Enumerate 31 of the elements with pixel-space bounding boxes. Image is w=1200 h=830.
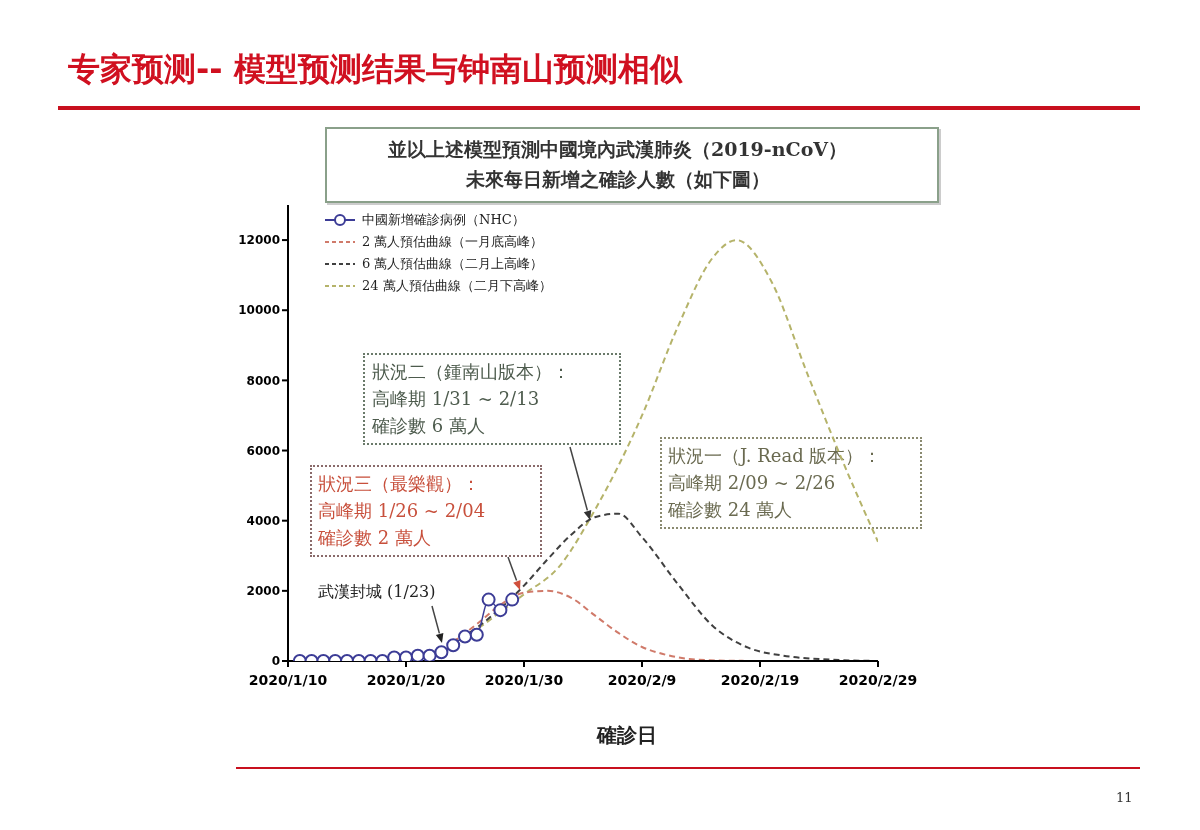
x-tick-label: 2020/1/20 [366,671,446,688]
annotation: 確診數 6 萬人 [372,414,485,438]
annotation: 高峰期 2/09 ~ 2/26 [668,471,836,495]
annotation: 確診數 2 萬人 [318,526,431,550]
annotation: 高峰期 1/31 ~ 2/13 [372,387,540,411]
annotation: 狀況三（最樂觀）： [318,472,480,496]
x-axis-title: 確診日 [597,722,657,749]
chart-title: 专家预测-- 模型预测结果与钟南山预测相似 [68,49,682,90]
annotation: 確診數 24 萬人 [668,498,793,522]
text: 11 [1116,789,1133,807]
legend-label: 6 萬人預估曲線（二月上高峰） [362,255,544,273]
y-tick-label: 2000 [246,584,280,599]
y-tick-label: 0 [271,654,280,669]
legend-label: 中國新增確診病例（NHC） [362,211,525,229]
annotation: 狀況二（鍾南山版本）： [372,360,570,384]
x-tick-label: 2020/1/10 [248,671,328,688]
annotation: 狀況一（J. Read 版本）： [668,444,882,468]
y-tick-label: 10000 [238,303,280,318]
legend-label: 24 萬人預估曲線（二月下高峰） [362,277,552,295]
y-tick-label: 6000 [246,443,280,458]
annotation: 武漢封城 (1/23) [318,581,436,603]
y-tick-label: 4000 [246,513,280,528]
chart-subtitle: 並以上述模型預測中國境內武漢肺炎（2019-nCoV）未來每日新增之確診人數（如下圖） [386,137,849,192]
y-tick-label: 8000 [246,373,280,388]
legend-label: 2 萬人預估曲線（一月底高峰） [362,233,544,251]
annotation: 高峰期 1/26 ~ 2/04 [318,499,486,523]
y-tick-label: 12000 [238,233,280,248]
x-tick-label: 2020/2/9 [607,671,677,688]
x-tick-label: 2020/2/19 [720,671,800,688]
x-tick-label: 2020/2/29 [838,671,918,688]
x-tick-label: 2020/1/30 [484,671,564,688]
